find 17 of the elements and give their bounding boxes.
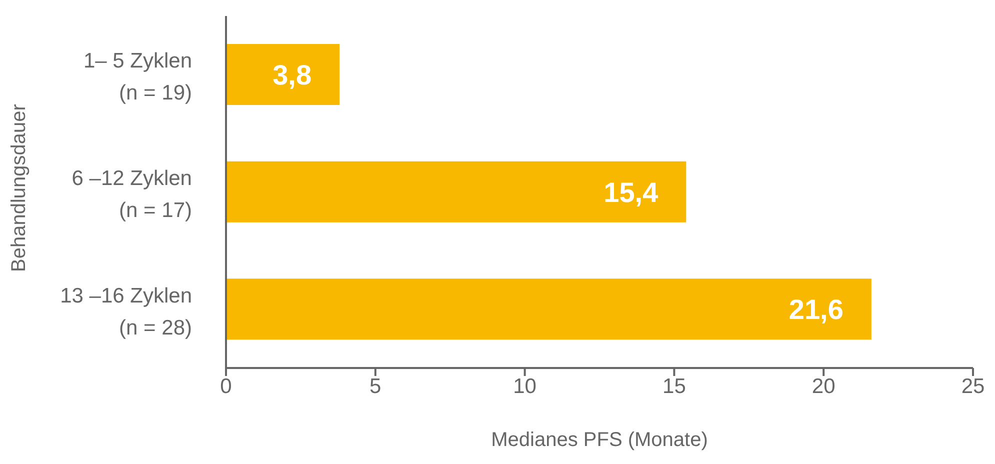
x-tick-label: 5 [370, 374, 382, 398]
x-tick-label: 20 [812, 374, 836, 398]
x-axis-title: Medianes PFS (Monate) [491, 429, 708, 451]
x-tick-label: 25 [961, 374, 985, 398]
data-label: 15,4 [604, 176, 659, 208]
y-tick-label: 1– 5 Zyklen (n = 19) [83, 50, 192, 105]
x-tick-label: 15 [662, 374, 686, 398]
data-label: 21,6 [788, 294, 844, 326]
y-axis-title: Behandlungsdauer [8, 104, 30, 272]
x-tick-label: 10 [513, 374, 536, 398]
bar [226, 278, 872, 340]
data-label: 3,8 [272, 60, 312, 90]
bar [226, 44, 340, 105]
x-tick-label: 0 [220, 374, 232, 398]
y-tick-label: 13 –16 Zyklen (n = 28) [60, 284, 192, 340]
y-tick-label: 6 –12 Zyklen (n = 17) [72, 167, 192, 222]
bar [226, 161, 686, 222]
